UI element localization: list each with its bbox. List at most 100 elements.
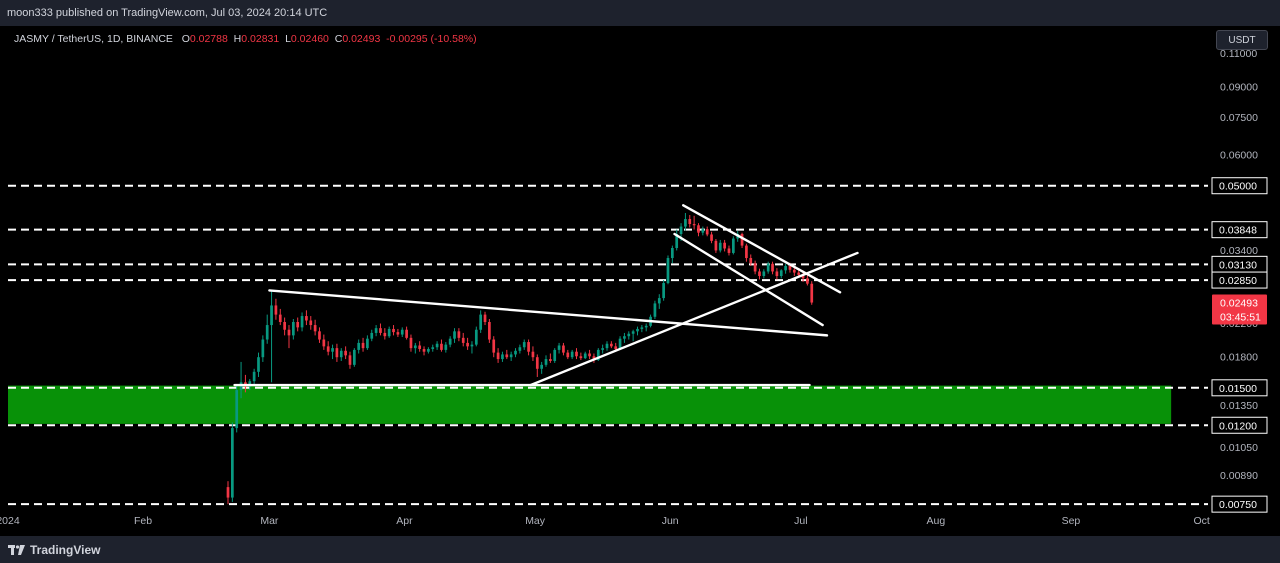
level-price-label: 0.03848 [1219,225,1257,237]
candle-body [413,345,417,349]
level-price-tag [1211,221,1268,239]
candle-body [379,328,382,333]
candle-body [718,242,722,251]
candle-body [483,314,487,323]
footer: TradingView [0,536,1280,563]
candles-layer [226,212,814,505]
candle-body [758,271,761,276]
price-tick-label: 0.00890 [1220,470,1258,482]
candle-body [370,332,374,339]
candle-body [583,353,587,359]
candle-body [470,344,474,347]
candle-body [361,342,365,349]
candle-body [501,354,504,360]
level-price-label: 0.00750 [1219,499,1257,511]
candle-body [766,263,770,272]
tradingview-logo-icon [8,544,25,555]
candle-body [509,354,513,358]
trendlines-layer[interactable] [233,204,859,387]
candle-body [631,331,635,334]
countdown-label: 03:45:51 [1220,312,1261,324]
candle-body [283,322,286,330]
candle-body [710,234,713,241]
candle-body [623,336,626,339]
candle-body [488,322,491,340]
candle-body [740,234,744,246]
candle-body [522,342,526,348]
price-tick-label: 0.06000 [1220,150,1258,162]
candle-body [553,349,557,361]
time-tick-label: 2024 [0,515,20,527]
candle-body [265,325,269,340]
candle-body [427,349,430,352]
high-value: 0.02831 [241,33,280,45]
candle-body [670,248,674,259]
level-lines-layer [8,184,1208,506]
candle-body [339,350,343,358]
candle-body [479,314,483,330]
candle-body [300,316,304,328]
candle-body [562,345,565,353]
candle-body [775,271,779,276]
price-tick-label: 0.01050 [1220,442,1258,454]
candle-body [270,305,273,326]
candle-body [657,298,661,304]
level-price-tag [1211,271,1268,289]
candle-body [474,329,478,345]
support-zone [8,385,1172,424]
candle-body [431,347,435,350]
candle-body [570,351,574,358]
candle-body [322,339,326,347]
current-price-label: 0.02493 [1220,298,1258,310]
trendline [529,251,859,387]
candle-body [801,274,805,279]
time-tick-label: Mar [260,515,279,527]
candle-body [653,303,657,317]
price-chart[interactable]: 0.110000.090000.075000.060000.049000.034… [0,26,1280,536]
candle-body [313,325,317,332]
level-price-label: 0.05000 [1219,181,1257,193]
candle-body [601,348,604,350]
candle-body [610,343,613,347]
time-axis[interactable]: 2024 Feb Mar Apr May Jun Jul Aug Sep Oct [0,513,1210,536]
candle-body [618,338,622,350]
publish-header: moon333 published on TradingView.com, Ju… [0,0,1280,26]
candle-body [675,234,679,249]
price-tick-label: 0.07500 [1220,112,1258,124]
tradingview-logo[interactable]: TradingView [8,543,100,557]
candle-body [226,487,230,498]
level-price-tag [1211,177,1268,195]
candle-body [422,349,426,352]
candle-body [461,337,465,343]
price-tick-label: 0.03400 [1220,245,1258,257]
close-label: C [334,33,343,45]
price-tick-label: 0.09000 [1220,82,1258,94]
price-axis[interactable]: 0.110000.090000.075000.060000.049000.034… [1208,26,1280,536]
candle-body [348,355,352,365]
candle-body [335,348,339,358]
level-price-label: 0.02850 [1219,275,1257,287]
candle-body [396,332,400,335]
candle-body [278,314,282,323]
level-price-label: 0.03130 [1219,259,1257,271]
candle-body [640,327,644,329]
candle-body [440,343,443,350]
time-tick-label: Aug [927,515,946,527]
candle-body [605,343,609,349]
candle-body [435,343,439,348]
currency-button[interactable]: USDT [1216,30,1268,50]
candle-body [588,353,591,357]
candle-body [444,344,448,350]
published-info: moon333 published on TradingView.com, Ju… [7,7,328,19]
candle-body [235,390,239,429]
candle-body [692,224,696,226]
trendline [682,204,842,294]
time-tick-label: Apr [396,515,413,527]
candle-body [357,342,361,350]
candle-body [636,328,639,332]
candle-body [749,258,753,264]
price-tick-label: 0.01800 [1220,352,1258,364]
candle-body [727,248,731,253]
candle-body [579,356,583,359]
candle-body [540,364,544,369]
